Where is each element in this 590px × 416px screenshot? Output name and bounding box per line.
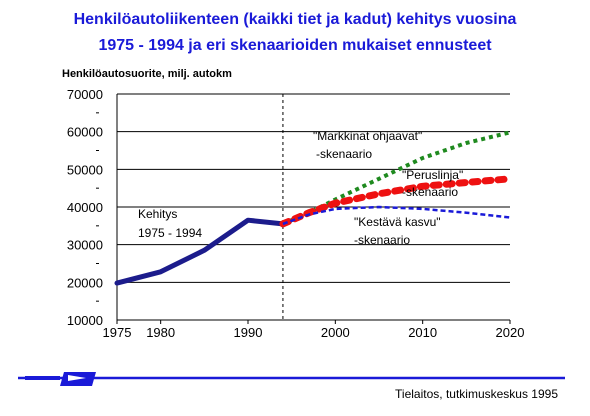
y-tick-label: 70000 [67, 87, 103, 102]
annotation-kestava-kasvu-line-2: -skenaario [354, 233, 410, 247]
series-layer [114, 130, 514, 286]
ticks: 10000 20000 30000 40000 50000 60000 70000 1975 1… [67, 87, 525, 340]
annotation-kestava-kasvu: "Kestävä kasvu" -skenaario [354, 215, 444, 247]
x-tick-label: 1980 [146, 325, 175, 340]
annotation-kestava-kasvu-line-1: "Kestävä kasvu" [354, 215, 441, 229]
chart-title-line-2: 1975 - 1994 ja eri skenaarioiden mukaise… [98, 37, 492, 54]
annotation-markkinat-line-1: "Markkinat ohjaavat" [313, 129, 422, 143]
annotation-kehitys: Kehitys 1975 - 1994 [138, 207, 202, 240]
y-tick-label: 30000 [67, 238, 103, 253]
x-tick-label: 2000 [321, 325, 350, 340]
annotation-kehitys-line-1: Kehitys [138, 207, 177, 221]
annotation-markkinat: "Markkinat ohjaavat" -skenaario [313, 129, 426, 161]
arrow-logo-icon [25, 372, 96, 386]
chart-title-line-1: Henkilöautoliikenteen (kaikki tiet ja ka… [74, 11, 517, 28]
y-tick-label: 60000 [67, 125, 103, 140]
series-line-1 [282, 130, 511, 226]
x-tick-label: 1975 [103, 325, 132, 340]
annotation-peruslinja: "Peruslinja" -skenaario [402, 168, 467, 199]
y-axis-label: Henkilöautosuorite, milj. autokm [62, 68, 232, 80]
footer: Tielaitos, tutkimuskeskus 1995 [18, 372, 565, 401]
y-tick-label: 20000 [67, 275, 103, 290]
x-tick-label: 2020 [496, 325, 525, 340]
y-tick-label: 10000 [67, 313, 103, 328]
y-tick-label: 40000 [67, 200, 103, 215]
series-line-0 [114, 217, 286, 286]
annotation-markkinat-line-2: -skenaario [316, 147, 372, 161]
series-line-2 [279, 175, 514, 228]
y-tick-label: 50000 [67, 162, 103, 177]
series-line-3 [282, 205, 511, 226]
grid [117, 93, 510, 283]
annotation-peruslinja-line-1: "Peruslinja" [402, 168, 463, 182]
x-tick-label: 2010 [408, 325, 437, 340]
annotations: Kehitys 1975 - 1994 "Markkinat ohjaavat"… [138, 129, 467, 247]
x-tick-label: 1990 [234, 325, 263, 340]
annotation-kehitys-line-2: 1975 - 1994 [138, 226, 202, 240]
annotation-peruslinja-line-2: -skenaario [402, 185, 458, 199]
source-note: Tielaitos, tutkimuskeskus 1995 [395, 387, 558, 401]
